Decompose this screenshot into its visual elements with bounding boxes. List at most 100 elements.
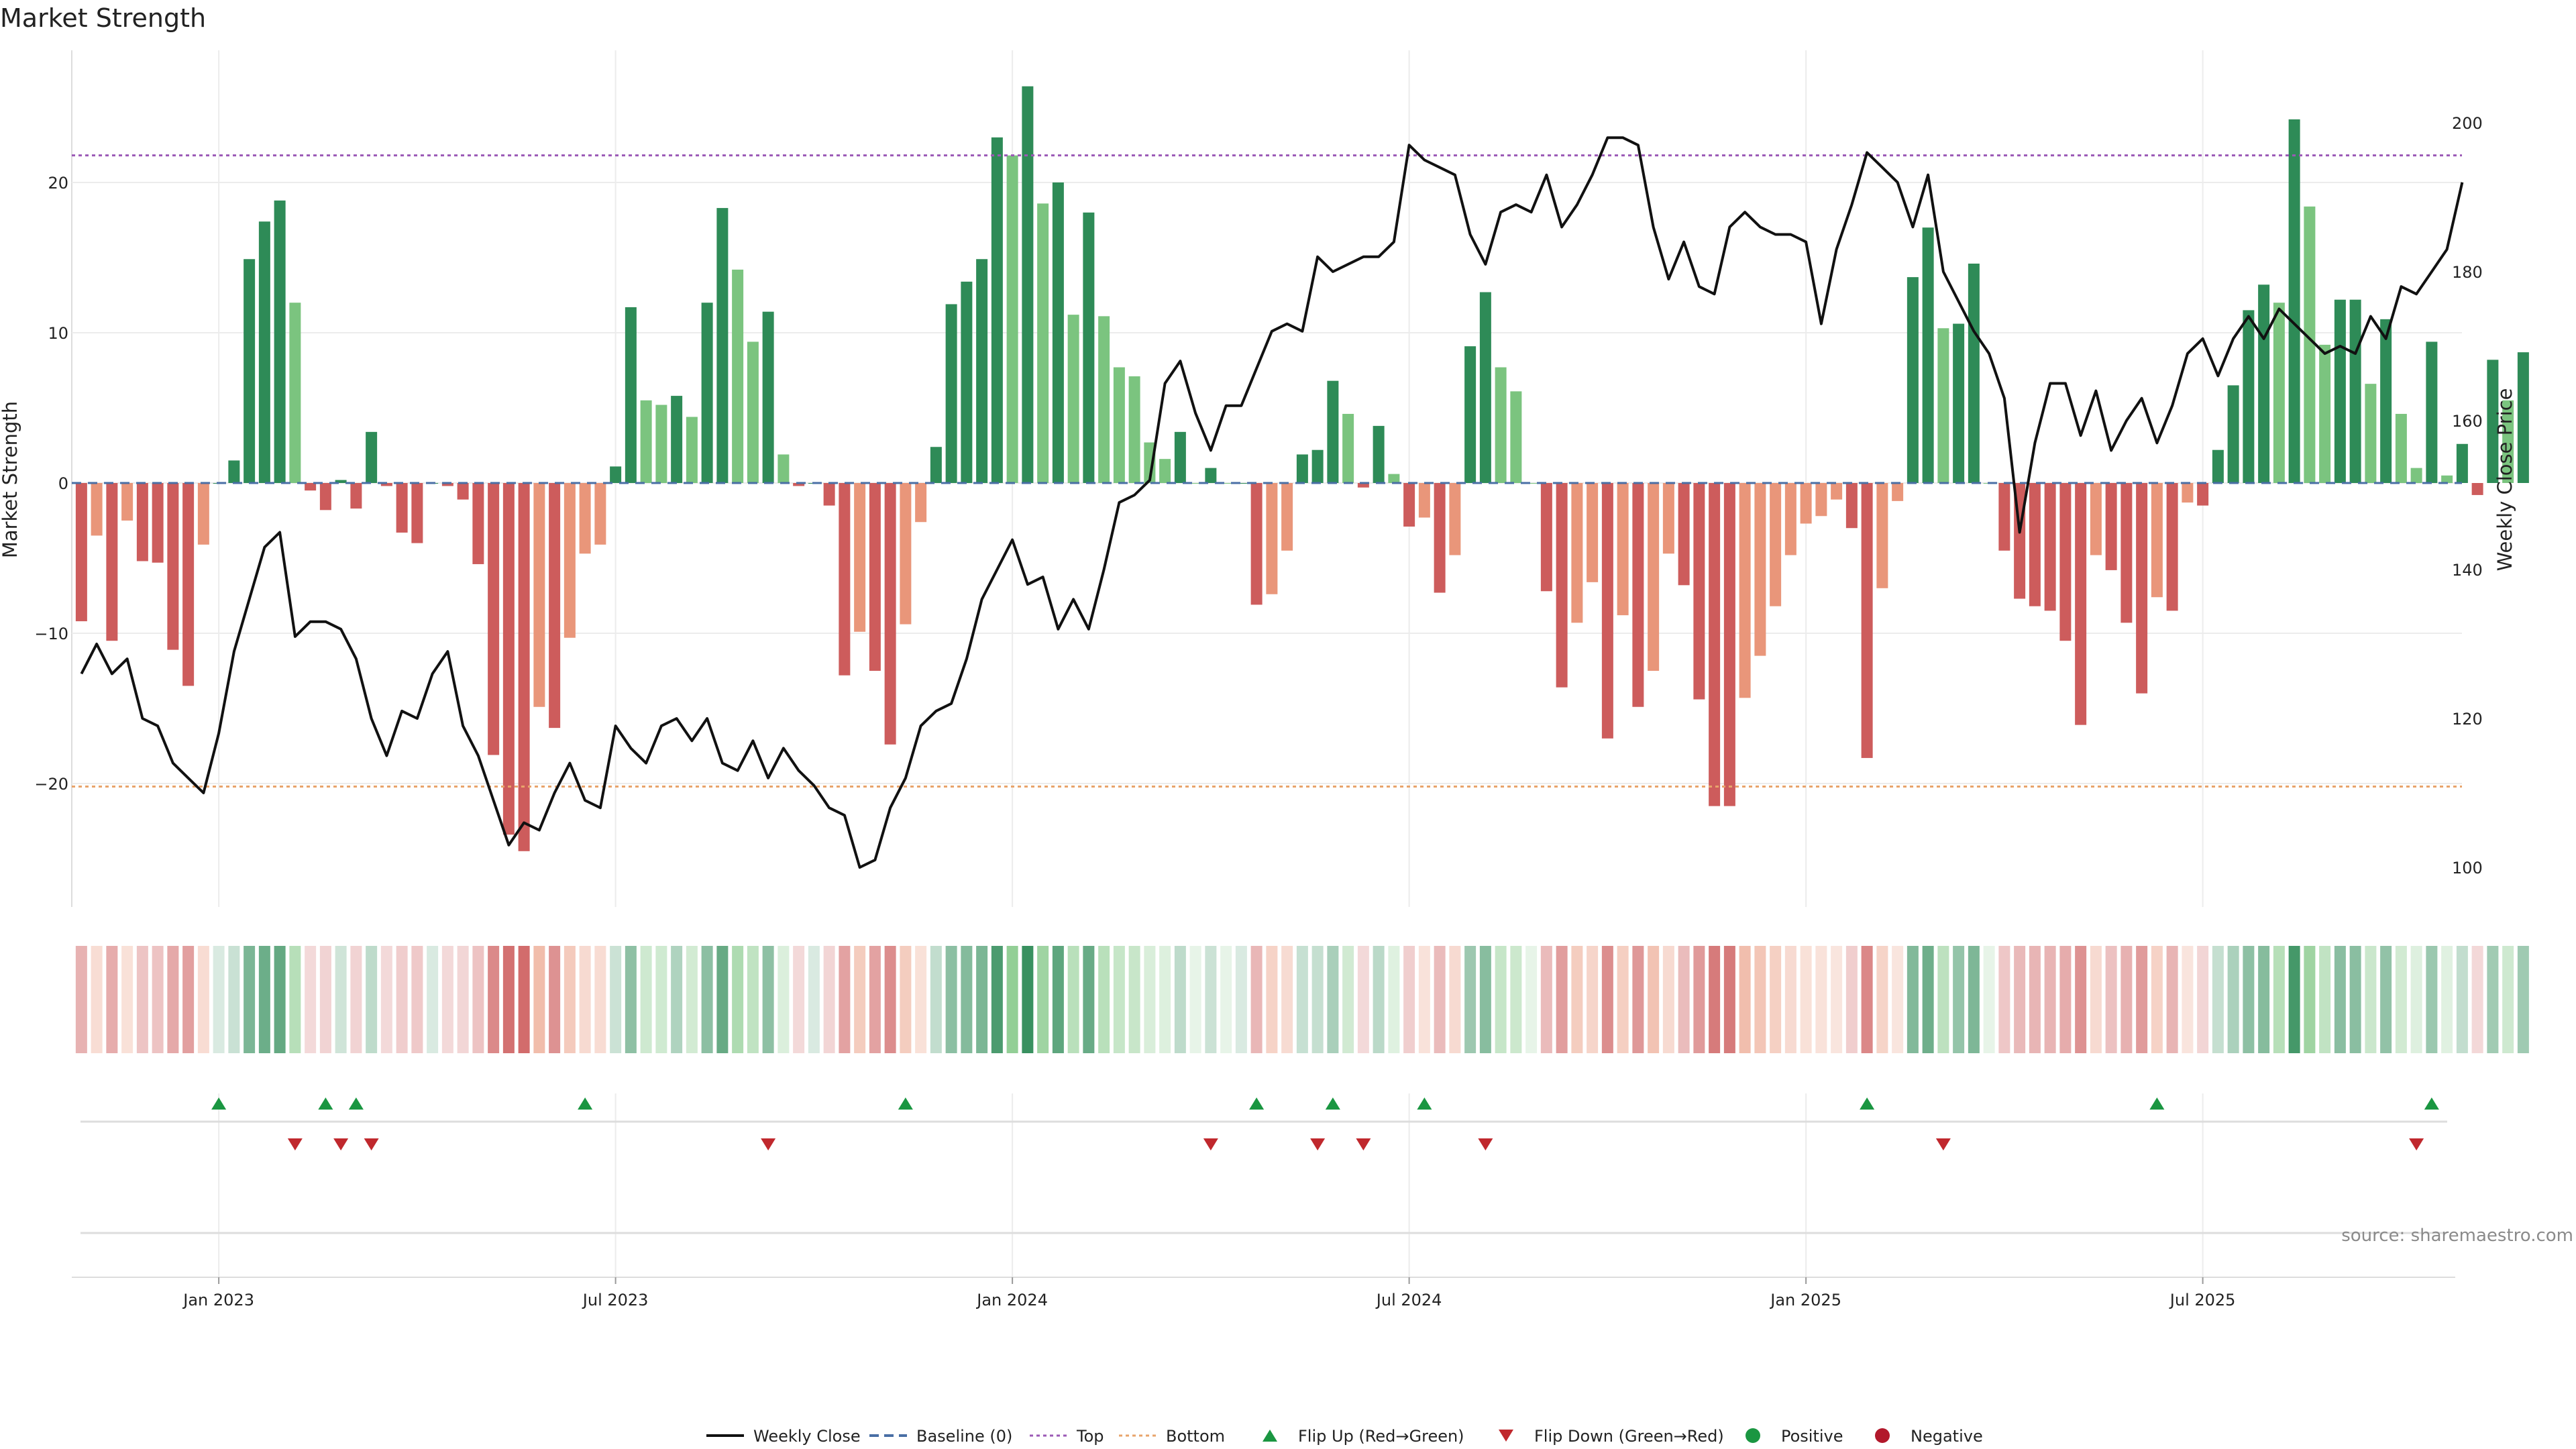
- heat-cell: [2136, 946, 2148, 1053]
- strength-bar: [1800, 483, 1812, 524]
- strength-bar: [930, 447, 942, 483]
- heat-cell: [1876, 946, 1888, 1053]
- legend-label: Weekly Close: [753, 1427, 861, 1446]
- left-axis-ticks: 20 10 0 −10 −20: [34, 174, 68, 794]
- heat-cell: [411, 946, 423, 1053]
- strength-bar: [716, 208, 729, 483]
- strength-bar: [2258, 284, 2270, 483]
- heat-cell: [182, 946, 195, 1053]
- strength-bar: [961, 281, 973, 483]
- strength-bar: [2059, 483, 2072, 641]
- heat-cell: [1510, 946, 1522, 1053]
- strength-bar: [686, 417, 698, 483]
- right-axis-ticks: 200 180 160 140 120 100: [2452, 114, 2483, 877]
- heat-cell: [1831, 946, 1843, 1053]
- strength-bar: [1892, 483, 1904, 501]
- strength-bar: [854, 483, 866, 632]
- strength-bar: [1098, 316, 1110, 483]
- flip-panel-gridlines: [218, 1093, 2204, 1277]
- flip-down-marker: [1356, 1138, 1371, 1150]
- legend-label: Baseline (0): [916, 1427, 1012, 1446]
- strength-bar: [2136, 483, 2148, 694]
- strength-bar: [1174, 431, 1186, 483]
- strength-bar: [945, 304, 957, 483]
- strength-bar: [121, 483, 133, 521]
- strength-bar: [1083, 212, 1095, 483]
- strength-bar: [1373, 425, 1385, 483]
- strength-bar: [533, 483, 545, 707]
- x-axis-ticks: Jan 2023 Jul 2023 Jan 2024 Jul 2024 Jan 2025…: [182, 1277, 2235, 1309]
- heat-cell: [2517, 946, 2529, 1053]
- strength-bar: [289, 303, 301, 483]
- strength-bar: [2121, 483, 2133, 623]
- strength-bar: [1861, 483, 1873, 758]
- strength-bar: [1128, 376, 1140, 483]
- heat-cell: [762, 946, 774, 1053]
- strength-bar: [1464, 346, 1477, 483]
- heat-cell: [1159, 946, 1171, 1053]
- flip-down-marker: [1935, 1138, 1951, 1150]
- strength-bar: [1067, 315, 1079, 483]
- heat-cell: [2365, 946, 2377, 1053]
- heat-cell: [976, 946, 988, 1053]
- legend: Weekly Close Baseline (0) Top Bottom Flip Up…: [706, 1427, 1983, 1446]
- strength-bar: [1388, 474, 1400, 483]
- flip-panel: Jan 2023 Jul 2023 Jan 2024 Jul 2024 Jan 2025…: [72, 1093, 2455, 1309]
- heat-cell: [2258, 946, 2270, 1053]
- left-axis-label: Market Strength: [0, 401, 21, 558]
- heat-cell: [2441, 946, 2453, 1053]
- heat-cell: [1632, 946, 1644, 1053]
- heat-cell: [2304, 946, 2316, 1053]
- heat-cell: [1861, 946, 1873, 1053]
- strength-bar: [1571, 483, 1583, 623]
- legend-label: Negative: [1911, 1427, 1983, 1446]
- strength-bar: [2212, 449, 2224, 483]
- legend-icon-dot: [1746, 1428, 1760, 1443]
- strength-bar: [2365, 384, 2377, 483]
- heat-cell: [1845, 946, 1858, 1053]
- heat-cell: [655, 946, 667, 1053]
- heat-cell: [1281, 946, 1293, 1053]
- heat-cell: [2502, 946, 2514, 1053]
- heat-cell: [2166, 946, 2178, 1053]
- heat-cell: [747, 946, 759, 1053]
- strength-bar: [305, 483, 317, 491]
- strength-bar: [915, 483, 927, 523]
- heat-cell: [274, 946, 286, 1053]
- strength-bar: [594, 483, 606, 545]
- strength-bar: [1250, 483, 1263, 605]
- heat-cell: [106, 946, 118, 1053]
- heat-cell: [2243, 946, 2255, 1053]
- strength-bar: [1479, 292, 1491, 483]
- x-tick-label: Jan 2023: [182, 1291, 254, 1309]
- strength-bar: [1403, 483, 1415, 527]
- heat-cell: [900, 946, 912, 1053]
- heat-cell: [1235, 946, 1247, 1053]
- heat-cell: [945, 946, 957, 1053]
- heat-cell: [2227, 946, 2239, 1053]
- legend-label: Flip Down (Green→Red): [1534, 1427, 1724, 1446]
- heat-cell: [1495, 946, 1507, 1053]
- strength-bar: [2029, 483, 2041, 606]
- heat-cell: [1342, 946, 1354, 1053]
- heat-cell: [2288, 946, 2300, 1053]
- strength-bar: [2380, 319, 2392, 483]
- right-tick-label: 100: [2452, 859, 2483, 877]
- heat-cell: [1296, 946, 1308, 1053]
- heat-cell: [1250, 946, 1263, 1053]
- flip-up-marker: [898, 1097, 913, 1110]
- strength-bar: [1662, 483, 1674, 554]
- heat-cell: [610, 946, 622, 1053]
- strength-bar: [1159, 459, 1171, 483]
- heat-cell: [1693, 946, 1705, 1053]
- strength-bar: [701, 303, 713, 483]
- legend-label: Positive: [1781, 1427, 1843, 1446]
- flip-down-marker: [287, 1138, 303, 1150]
- strength-bar: [319, 483, 331, 511]
- strength-bar: [1678, 483, 1690, 586]
- flip-up-marker: [1325, 1097, 1340, 1110]
- strength-bar: [762, 311, 774, 483]
- strength-bar: [1815, 483, 1827, 517]
- legend-icon-flip-down: [1499, 1430, 1513, 1442]
- strength-bar: [2075, 483, 2087, 725]
